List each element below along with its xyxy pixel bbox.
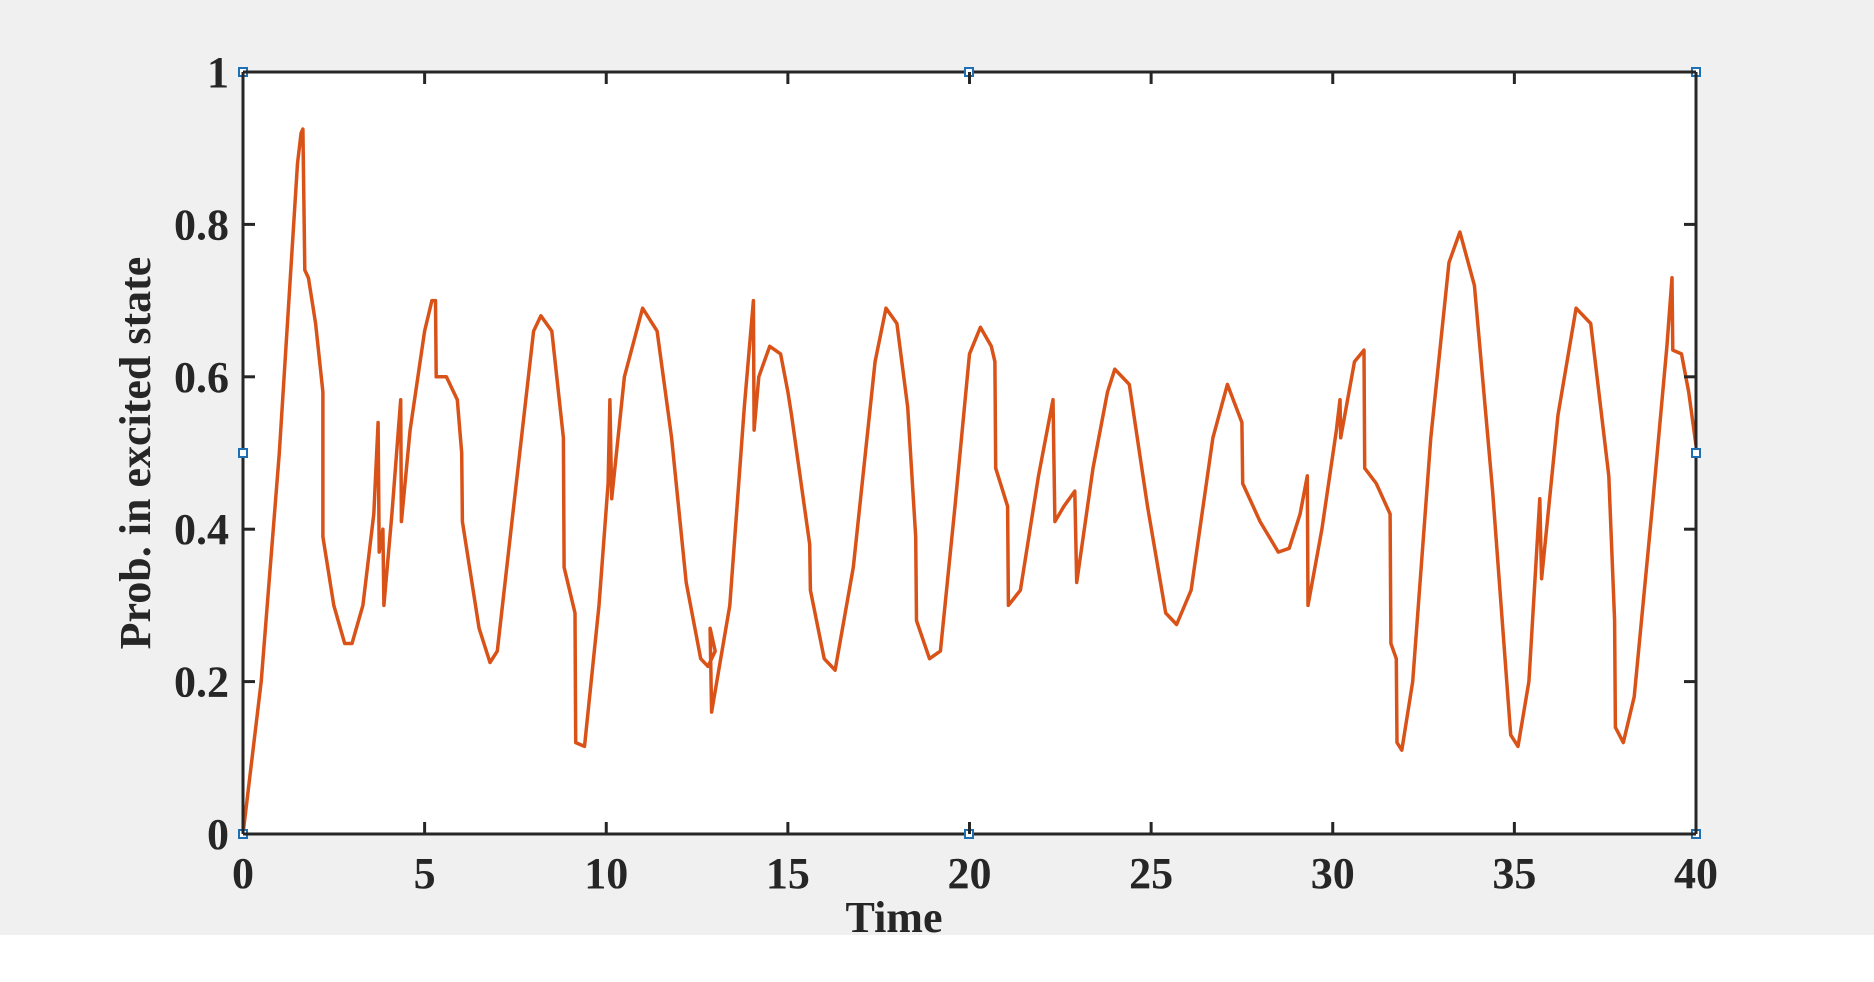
x-tick-label: 0 <box>232 849 254 898</box>
y-tick-label: 0.2 <box>174 658 229 707</box>
x-tick-label: 10 <box>584 849 628 898</box>
x-tick-label: 40 <box>1674 849 1718 898</box>
x-tick-label: 35 <box>1492 849 1536 898</box>
y-tick-label: 0 <box>207 810 229 859</box>
y-tick-label: 1 <box>207 48 229 97</box>
x-tick-label: 15 <box>766 849 810 898</box>
x-tick-label: 25 <box>1129 849 1173 898</box>
x-tick-label: 20 <box>948 849 992 898</box>
y-tick-label: 0.6 <box>174 353 229 402</box>
x-tick-label: 30 <box>1311 849 1355 898</box>
data-line <box>241 127 1698 835</box>
x-axis-label: Time <box>846 893 943 942</box>
y-axis-label: Prob. in excited state <box>111 257 160 650</box>
y-tick-label: 0.8 <box>174 200 229 249</box>
y-tick-label: 0.4 <box>174 505 229 554</box>
plot-area <box>243 72 1696 834</box>
x-tick-label: 5 <box>414 849 436 898</box>
